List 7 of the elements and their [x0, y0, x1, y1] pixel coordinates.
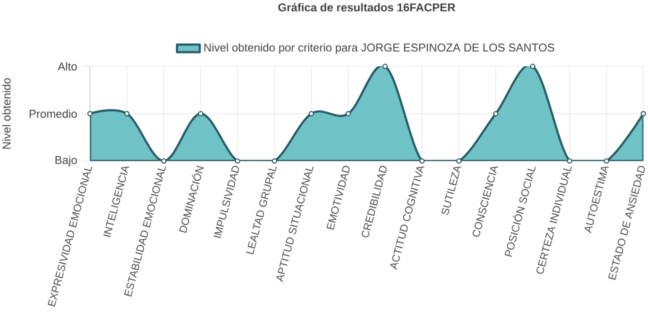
y-axis-title: Nivel obtenido	[2, 78, 11, 149]
legend-label: Nivel obtenido por criterio para JORGE ESPINOZA DE LOS SANTOS	[204, 43, 554, 54]
x-tick-label: LEALTAD GRUPAL	[246, 166, 277, 254]
ref-line-label: Promedio	[30, 109, 77, 118]
chart-title: Gráfica de resultados 16FACPER	[278, 2, 456, 12]
ref-line-label: Alto	[58, 62, 77, 70]
ref-line-label: Bajo	[56, 156, 77, 166]
